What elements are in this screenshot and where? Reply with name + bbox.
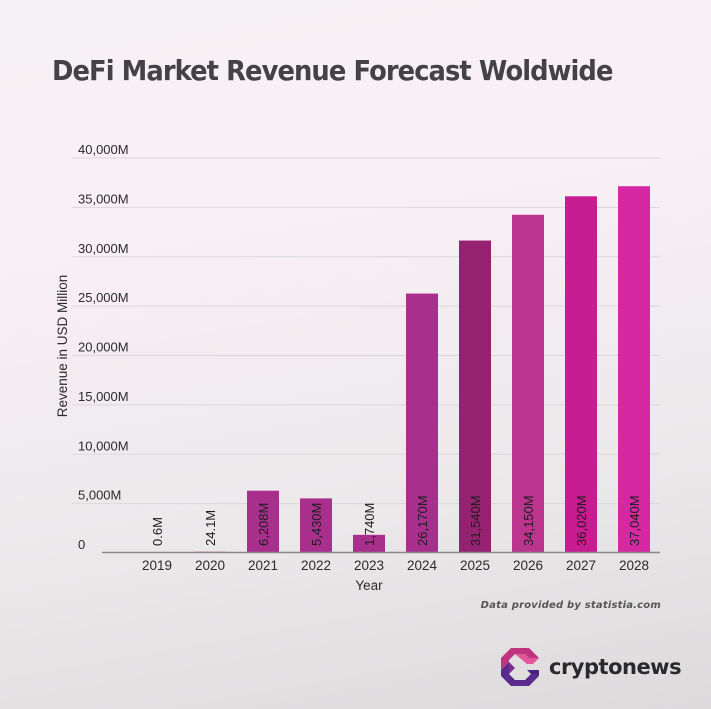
data-label: 24.1M: [203, 510, 218, 546]
data-label: 36,020M: [574, 495, 589, 546]
bar-2027: [565, 196, 597, 553]
x-axis-title: Year: [355, 578, 383, 593]
cryptonews-logo-icon: [501, 648, 539, 686]
data-label: 31,540M: [468, 495, 483, 546]
data-labels: 0.6M 24.1M 6,208M 5,430M 1,740M 26,170M 31,540…: [150, 495, 642, 546]
y-tick-label: 35,000M: [78, 191, 129, 206]
bar-2023: [353, 534, 385, 552]
x-tick-label: 2022: [301, 558, 331, 573]
x-tick-label: 2026: [513, 558, 543, 573]
data-label: 37,040M: [627, 495, 642, 546]
data-label: 34,150M: [521, 495, 536, 546]
x-tick-label: 2028: [619, 558, 649, 573]
bar-2028: [618, 186, 650, 553]
y-tick-label: 25,000M: [78, 290, 129, 305]
x-tick-label: 2021: [248, 558, 278, 573]
y-tick-label: 20,000M: [78, 340, 129, 355]
data-label: 6,208M: [256, 503, 271, 546]
data-label: 0.6M: [150, 517, 165, 546]
brand-name: cryptonews: [549, 655, 682, 679]
y-axis-ticks: 0 5,000M 10,000M 15,000M 20,000M 25,000M 30,00…: [78, 142, 129, 552]
x-axis-ticks: 2019 2020 2021 2022 2023 2024 2025 2026 2027 2028: [142, 558, 649, 573]
data-label: 5,430M: [309, 503, 324, 546]
x-tick-label: 2027: [566, 558, 596, 573]
x-tick-label: 2023: [354, 558, 384, 573]
y-tick-label: 30,000M: [78, 241, 129, 256]
chart-title: DeFi Market Revenue Forecast Woldwide: [52, 54, 613, 87]
x-tick-label: 2025: [460, 558, 490, 573]
source-note: Data provided by statistia.com: [480, 600, 661, 611]
bar-2025: [459, 240, 491, 553]
x-tick-label: 2024: [407, 558, 438, 573]
y-tick-label: 15,000M: [78, 389, 129, 404]
bar-2024: [406, 293, 438, 552]
data-label: 1,740M: [362, 503, 377, 546]
x-tick-label: 2020: [195, 558, 225, 573]
x-tick-label: 2019: [142, 558, 172, 573]
bar-2021: [247, 490, 279, 552]
y-axis-title: Revenue in USD Million: [55, 275, 70, 418]
bars: [141, 186, 650, 553]
y-tick-label: 10,000M: [78, 438, 129, 453]
bar-2026: [512, 214, 544, 553]
y-tick-label: 0: [78, 537, 85, 552]
y-tick-label: 5,000M: [78, 488, 121, 503]
brand-logo[interactable]: cryptonews: [501, 648, 682, 686]
data-label: 26,170M: [415, 495, 430, 546]
y-tick-label: 40,000M: [78, 142, 129, 157]
gridlines: [72, 157, 660, 505]
bar-2022: [300, 498, 332, 552]
